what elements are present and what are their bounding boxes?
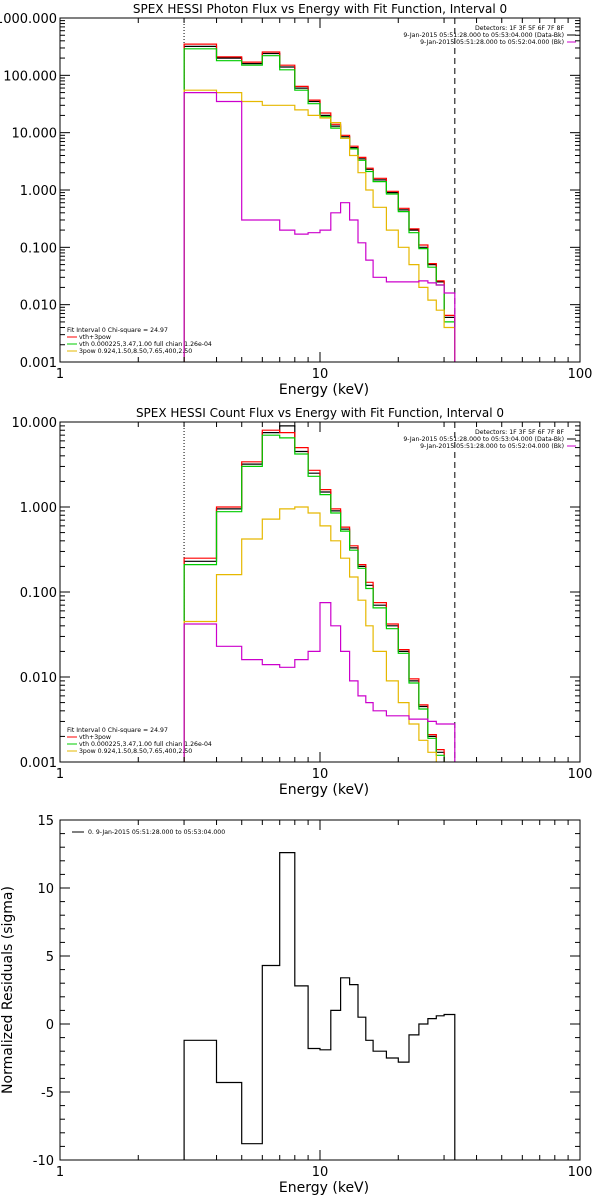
panel1-y-tick-label: 0.010 [20, 299, 57, 314]
panel1-x-tick-label: 1 [56, 367, 64, 382]
panel2-y-tick-label: 1.000 [20, 501, 57, 516]
panel2-y-tick-label: 10.000 [12, 416, 58, 431]
panel1-info-line: Detectors: 1F 3F 5F 6F 7F 8F [475, 25, 564, 32]
panel2-x-tick-label: 1 [56, 767, 64, 782]
panel1-y-tick-label: 0.100 [20, 241, 57, 256]
panel3-y-axis-label: Normalized Residuals (sigma) [0, 886, 16, 1094]
panel2-x-tick-label: 10 [312, 767, 329, 782]
panel3-y-tick-label: 0 [46, 1018, 54, 1033]
panel2-x-axis-label: Energy (keV) [279, 782, 369, 798]
panel2-series-3 [183, 434, 466, 762]
panel1-series-3 [183, 48, 466, 362]
panel3-series-1 [183, 852, 456, 1160]
panel2-fit-line: 3pow 0.924,1.50,8.50,7.65,400,2.50 [79, 748, 192, 755]
panel2-x-tick-label: 100 [568, 767, 593, 782]
panel1-series-1 [183, 45, 466, 362]
panel3-x-tick-label: 10 [312, 1165, 329, 1180]
panel2-title: SPEX HESSI Count Flux vs Energy with Fit… [136, 406, 504, 420]
panel3-x-tick-label: 100 [568, 1165, 593, 1180]
panel2-info-line: 9-Jan-2015 05:51:28.000 to 05:53:04.000 … [403, 436, 564, 443]
panel1-y-tick-label: 100.000 [3, 69, 57, 84]
panel2-y-tick-label: 0.001 [20, 756, 57, 771]
panel1-series-5 [183, 92, 466, 362]
panel1-y-tick-label: 10.000 [12, 127, 58, 142]
panel1-fit-line: vth 0.000225,3.47,1.00 full chian 1.26e-… [79, 341, 212, 348]
panel1-fit-line: 3pow 0.924,1.50,8.50,7.65,400,2.50 [79, 348, 192, 355]
panel1-info-line: 9-Jan-2015 05:51:28.000 to 05:53:04.000 … [403, 32, 564, 39]
panel3-y-tick-label: 15 [37, 814, 54, 829]
panel1-title: SPEX HESSI Photon Flux vs Energy with Fi… [133, 2, 507, 16]
panel3-y-tick-label: 5 [46, 950, 54, 965]
panel2-fit-line: vth+3pow [79, 734, 111, 741]
panel2-series-5 [183, 602, 466, 762]
panel3-plot-frame [59, 819, 581, 1161]
panel2-info-line: 9-Jan-2015 05:51:28.000 to 05:52:04.000 … [420, 443, 564, 450]
panel1-y-tick-label: 1000.000 [0, 12, 57, 27]
panel2-fit-line: vth 0.000225,3.47,1.00 full chian 1.26e-… [79, 741, 212, 748]
panel1-fit-line: vth+3pow [79, 334, 111, 341]
panel1-x-tick-label: 10 [312, 367, 329, 382]
panel1-x-tick-label: 100 [568, 367, 593, 382]
panel3-legend-text: 0. 9-Jan-2015 05:51:28.000 to 05:53:04.0… [88, 829, 225, 836]
panel3-y-tick-label: 10 [37, 882, 54, 897]
panel1-x-axis-label: Energy (keV) [279, 382, 369, 398]
panel3-x-tick-label: 1 [56, 1165, 64, 1180]
panel1-plot-frame [59, 17, 581, 363]
panel1-series-4 [183, 89, 466, 362]
panel2-y-tick-label: 0.010 [20, 671, 57, 686]
panel1-fit-line: Fit Interval 0 Chi-square = 24.97 [67, 327, 168, 334]
panel2-y-tick-label: 0.100 [20, 586, 57, 601]
panel2-info-line: Detectors: 1F 3F 5F 6F 7F 8F [475, 429, 564, 436]
panel3-y-tick-label: -10 [33, 1154, 54, 1169]
panel1-y-tick-label: 1.000 [20, 184, 57, 199]
panel3-x-axis-label: Energy (keV) [279, 1180, 369, 1196]
panel2-series-4 [183, 506, 466, 762]
panel2-fit-line: Fit Interval 0 Chi-square = 24.97 [67, 727, 168, 734]
panel1-y-tick-label: 0.001 [20, 356, 57, 371]
panel3-y-tick-label: -5 [41, 1086, 54, 1101]
panel1-info-line: 9-Jan-2015 05:51:28.000 to 05:52:04.000 … [420, 39, 564, 46]
